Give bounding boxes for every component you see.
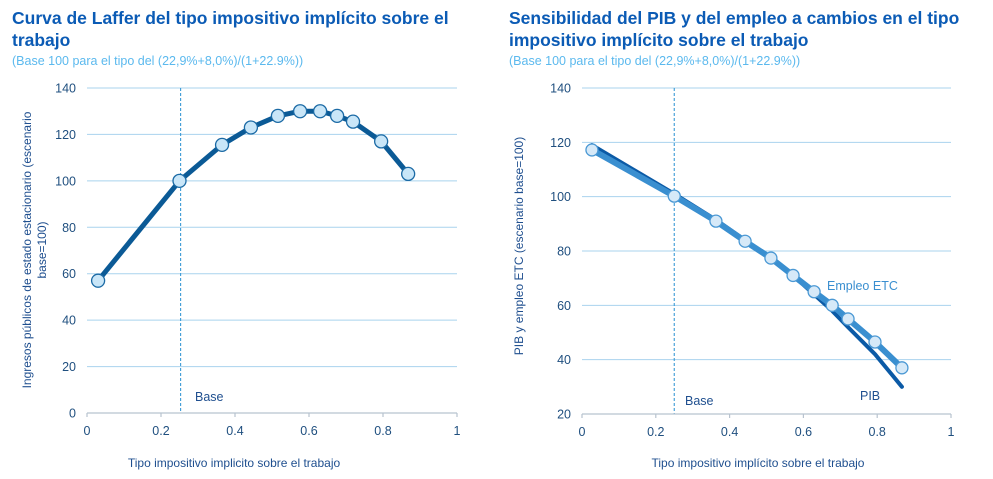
laffer-series-ingresos-p-blicos-point bbox=[312, 104, 328, 119]
laffer-gridlines bbox=[87, 87, 457, 368]
laffer-series-ingresos-p-blicos-point bbox=[373, 134, 389, 149]
laffer-y-axis-title-line1: Ingresos públicos de estado estacionario… bbox=[20, 111, 34, 388]
sensitivity-chart-title: Sensibilidad del PIB y del empleo a camb… bbox=[509, 8, 960, 50]
sensitivity-y-tick-label: 100 bbox=[550, 190, 571, 204]
laffer-series-ingresos-p-blicos-point bbox=[214, 137, 230, 153]
sensitivity-labels: Tipo impositivo implícito sobre el traba… bbox=[512, 137, 898, 470]
laffer-y-tick-label: 100 bbox=[55, 174, 76, 188]
laffer-labels: Tipo impositivo implicito sobre el traba… bbox=[20, 111, 340, 470]
sensitivity-series-empleo-etc-point bbox=[868, 335, 882, 349]
laffer-x-tick-label: 0.2 bbox=[152, 424, 169, 438]
sensitivity-x-tick-label: 0.8 bbox=[869, 425, 886, 439]
laffer-y-tick-label: 140 bbox=[55, 82, 76, 96]
sensitivity-series-pib-line bbox=[590, 143, 904, 389]
sensitivity-panel: Sensibilidad del PIB y del empleo a camb… bbox=[497, 0, 993, 479]
laffer-x-tick-label: 0.4 bbox=[226, 424, 243, 438]
sensitivity-x-tick-label: 1 bbox=[948, 425, 955, 439]
laffer-axes: 0 20 40 60 80 100 120 140 0 0.2 0.4 0.6 0.8 1 bbox=[55, 82, 460, 439]
sensitivity-series-empleo-etc-point bbox=[841, 312, 855, 326]
laffer-series-ingresos-p-blicos-point bbox=[172, 173, 187, 189]
laffer-series bbox=[90, 104, 416, 288]
sensitivity-x-tick-label: 0.2 bbox=[647, 425, 664, 439]
laffer-base-label: Base bbox=[195, 390, 224, 404]
laffer-series-ingresos-p-blicos-point bbox=[270, 108, 286, 124]
sensitivity-series-empleo-etc-point bbox=[585, 143, 599, 157]
laffer-series-ingresos-p-blicos-point bbox=[90, 273, 106, 288]
sensitivity-y-tick-label: 20 bbox=[557, 408, 571, 422]
sensitivity-x-axis-title: Tipo impositivo implícito sobre el traba… bbox=[652, 456, 865, 470]
sensitivity-series-empleo-etc-point bbox=[807, 285, 821, 299]
laffer-series-ingresos-p-blicos-point bbox=[329, 108, 345, 124]
laffer-chart-subtitle: (Base 100 para el tipo del (22,9%+8,0%)/… bbox=[12, 54, 304, 68]
sensitivity-y-tick-label: 60 bbox=[557, 299, 571, 313]
laffer-series-ingresos-p-blicos-line bbox=[95, 108, 411, 284]
sensitivity-series-empleo-etc-point bbox=[667, 189, 681, 203]
laffer-x-tick-label: 0 bbox=[84, 424, 91, 438]
sensitivity-y-axis-title: PIB y empleo ETC (escenario base=100) bbox=[512, 137, 526, 355]
laffer-y-axis-title-line2: base=100) bbox=[35, 221, 49, 278]
sensitivity-series-empleo-etc-point bbox=[895, 361, 909, 375]
sensitivity-series-empleo-etc-point bbox=[709, 214, 723, 228]
laffer-chart-title: Curva de Laffer del tipo impositivo impl… bbox=[12, 8, 449, 50]
laffer-y-tick-label: 20 bbox=[62, 360, 76, 374]
laffer-x-tick-label: 0.8 bbox=[374, 424, 391, 438]
sensitivity-x-tick-label: 0.4 bbox=[721, 425, 738, 439]
sensitivity-series-empleo-etc-point bbox=[738, 234, 752, 248]
sensitivity-y-tick-label: 40 bbox=[557, 353, 571, 367]
sensitivity-x-tick-label: 0.6 bbox=[795, 425, 812, 439]
sensitivity-chart: 20 40 60 80 100 120 140 0 0.2 0.4 0.6 0.8 1 Tipo imp… bbox=[512, 82, 955, 471]
sensitivity-series-empleo-etc-point bbox=[786, 268, 800, 283]
laffer-y-tick-label: 0 bbox=[69, 407, 76, 421]
sensitivity-y-tick-label: 140 bbox=[550, 82, 571, 96]
laffer-panel: Curva de Laffer del tipo impositivo impl… bbox=[0, 0, 496, 479]
laffer-series-ingresos-p-blicos-point bbox=[292, 104, 308, 119]
pib-series-label: PIB bbox=[860, 389, 880, 403]
sensitivity-base-label: Base bbox=[685, 394, 714, 408]
laffer-y-tick-label: 120 bbox=[55, 128, 76, 142]
sensitivity-gridlines bbox=[582, 87, 951, 361]
laffer-y-tick-label: 60 bbox=[62, 267, 76, 281]
laffer-x-tick-label: 0.6 bbox=[300, 424, 317, 438]
sensitivity-series-empleo-etc-point bbox=[825, 298, 839, 312]
sensitivity-series bbox=[585, 143, 909, 389]
sensitivity-chart-subtitle: (Base 100 para el tipo del (22,9%+8,0%)/… bbox=[509, 54, 801, 68]
laffer-x-tick-label: 1 bbox=[454, 424, 461, 438]
laffer-y-tick-label: 80 bbox=[62, 221, 76, 235]
sensitivity-y-tick-label: 80 bbox=[557, 245, 571, 259]
laffer-y-tick-label: 40 bbox=[62, 314, 76, 328]
laffer-chart: 0 20 40 60 80 100 120 140 0 0.2 0.4 0.6 0.8 1 Tipo im… bbox=[20, 82, 461, 471]
empleo-series-label: Empleo ETC bbox=[827, 279, 898, 293]
sensitivity-x-tick-label: 0 bbox=[579, 425, 586, 439]
sensitivity-axes: 20 40 60 80 100 120 140 0 0.2 0.4 0.6 0.8 1 bbox=[550, 82, 954, 440]
laffer-series-ingresos-p-blicos-point bbox=[345, 114, 361, 129]
sensitivity-y-tick-label: 120 bbox=[550, 136, 571, 150]
sensitivity-series-empleo-etc-point bbox=[764, 251, 778, 265]
laffer-x-axis-title: Tipo impositivo implicito sobre el traba… bbox=[128, 456, 341, 470]
laffer-series-ingresos-p-blicos-point bbox=[401, 166, 416, 182]
laffer-series-ingresos-p-blicos-point bbox=[243, 120, 259, 135]
